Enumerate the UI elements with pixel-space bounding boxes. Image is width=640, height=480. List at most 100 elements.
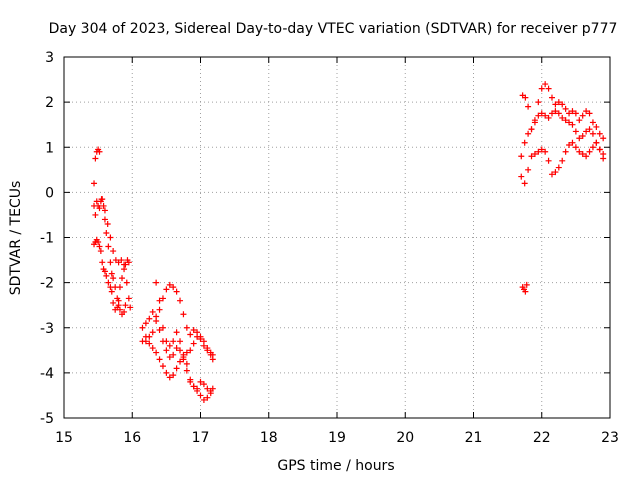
x-tick-label: 19 [328,430,346,446]
data-point [542,148,549,155]
data-point [110,299,117,306]
data-point [528,153,535,160]
data-point [166,342,173,349]
data-point [204,394,211,401]
data-point [95,239,102,246]
data-point [177,297,184,304]
data-point [204,345,211,352]
data-point [586,110,593,117]
series-late-a [518,139,607,187]
data-point [187,378,194,385]
data-point [116,284,123,291]
grid-layer [64,57,610,418]
x-tick-label: 20 [396,430,414,446]
data-point [586,148,593,155]
data-point [542,81,549,88]
data-point [173,345,180,352]
data-point [576,135,583,142]
data-point [200,381,207,388]
data-point [156,327,163,334]
data-point [156,297,163,304]
data-point [593,139,600,146]
data-point [204,385,211,392]
x-tick-label: 17 [192,430,210,446]
data-point [190,327,197,334]
data-point [552,108,559,115]
data-point [600,151,607,158]
data-point [183,360,190,367]
data-point [552,169,559,176]
data-point [159,324,166,331]
data-point [153,349,160,356]
data-point [579,112,586,119]
series-early-a [91,196,129,318]
data-point [523,281,530,288]
data-point [518,173,525,180]
x-tick-label: 16 [123,430,141,446]
data-point [531,151,538,158]
data-point [572,110,579,117]
data-point [96,205,103,212]
data-point [153,279,160,286]
data-point [555,164,562,171]
data-point [142,320,149,327]
x-tick-labels: 15 16 17 18 19 20 21 22 23 [55,430,619,446]
data-point [183,367,190,374]
data-point [586,126,593,133]
y-tick-label: -2 [40,276,54,292]
data-point [121,261,128,268]
data-point [97,248,104,255]
data-point [127,304,134,311]
data-point [108,288,115,295]
data-point [115,297,122,304]
data-point [163,347,170,354]
data-point [548,94,555,101]
data-point [107,234,114,241]
data-point [555,110,562,117]
data-point [149,329,156,336]
data-point [99,259,106,266]
data-point [146,333,153,340]
series-late-c [519,81,607,142]
data-point [170,372,177,379]
data-point [538,110,545,117]
y-tick-label: -4 [40,366,54,382]
data-point [583,128,590,135]
data-point [104,220,111,227]
data-point [121,308,128,315]
data-point [92,155,99,162]
data-point [101,268,108,275]
data-point [180,351,187,358]
data-point [170,284,177,291]
y-axis-label: SDTVAR / TECUs [8,181,24,296]
data-point [183,349,190,356]
data-point [91,180,98,187]
data-point [589,130,596,137]
series-midday-d [153,279,214,397]
data-point [166,281,173,288]
data-point [177,338,184,345]
data-point [522,94,529,101]
data-point [173,329,180,336]
data-point [548,110,555,117]
data-point [156,356,163,363]
data-point [552,101,559,108]
data-point [170,338,177,345]
data-point [538,146,545,153]
data-point [569,121,576,128]
data-point [177,347,184,354]
data-point [559,114,566,121]
data-point [596,146,603,153]
data-point [101,216,108,223]
data-point [118,257,125,264]
data-point [103,229,110,236]
data-point [200,396,207,403]
x-tick-label: 22 [533,430,551,446]
data-point [103,272,110,279]
data-point [559,101,566,108]
data-point [125,295,132,302]
data-point [146,315,153,322]
data-point [535,112,542,119]
data-point [572,144,579,151]
